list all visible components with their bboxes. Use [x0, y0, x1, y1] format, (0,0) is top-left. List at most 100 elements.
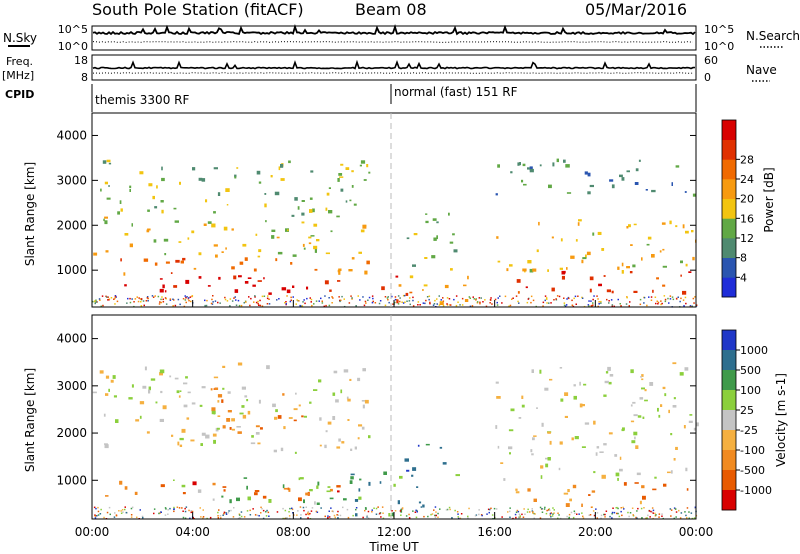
- heatmap-cell: [223, 226, 228, 231]
- heatmap-cell: [308, 513, 310, 516]
- heatmap-cell: [95, 301, 98, 303]
- heatmap-cell: [467, 517, 469, 519]
- heatmap-cell: [189, 296, 192, 298]
- heatmap-cell: [239, 517, 241, 519]
- heatmap-cell: [177, 441, 180, 446]
- heatmap-cell: [153, 239, 157, 243]
- heatmap-cell: [619, 468, 623, 472]
- heatmap-cell: [573, 384, 576, 387]
- colorbar-swatch: [722, 277, 736, 298]
- heatmap-cell: [481, 514, 483, 517]
- heatmap-cell: [364, 507, 367, 509]
- heatmap-cell: [472, 296, 474, 298]
- heatmap-cell: [525, 286, 528, 289]
- heatmap-cell: [329, 497, 334, 500]
- heatmap-cell: [155, 401, 158, 404]
- heatmap-cell: [267, 511, 270, 514]
- heatmap-cell: [533, 435, 537, 437]
- heatmap-cell: [301, 415, 304, 418]
- heatmap-cell: [473, 298, 475, 300]
- heatmap-cell: [547, 509, 550, 511]
- heatmap-cell: [644, 389, 647, 392]
- heatmap-cell: [424, 257, 428, 259]
- heatmap-cell: [621, 177, 625, 181]
- heatmap-cell: [646, 304, 648, 307]
- heatmap-cell: [480, 297, 482, 299]
- heatmap-cell: [226, 418, 231, 422]
- heatmap-cell: [124, 284, 127, 287]
- heatmap-cell: [297, 206, 300, 210]
- heatmap-cell: [321, 300, 323, 302]
- heatmap-cell: [182, 298, 185, 300]
- heatmap-cell: [416, 511, 418, 513]
- heatmap-cell: [606, 298, 608, 301]
- heatmap-cell: [401, 301, 403, 303]
- power-scale-tick: 24: [740, 173, 754, 186]
- heatmap-cell: [468, 507, 470, 510]
- heatmap-cell: [301, 221, 305, 224]
- heatmap-cell: [618, 515, 621, 518]
- heatmap-cell: [342, 506, 344, 509]
- heatmap-cell: [446, 304, 449, 306]
- heatmap-cell: [422, 302, 425, 304]
- heatmap-cell: [116, 300, 119, 303]
- heatmap-cell: [392, 303, 394, 305]
- heatmap-cell: [397, 303, 400, 305]
- heatmap-cell: [603, 513, 605, 516]
- heatmap-cell: [599, 451, 604, 453]
- heatmap-cell: [237, 362, 243, 366]
- heatmap-cell: [559, 441, 563, 445]
- heatmap-cell: [289, 507, 291, 510]
- heatmap-cell: [510, 171, 513, 174]
- heatmap-cell: [563, 492, 569, 495]
- heatmap-cell: [224, 298, 227, 301]
- heatmap-cell: [217, 415, 221, 417]
- heatmap-cell: [642, 495, 646, 500]
- heatmap-cell: [266, 365, 270, 370]
- heatmap-cell: [519, 162, 521, 166]
- heatmap-cell: [263, 295, 266, 297]
- heatmap-cell: [587, 191, 591, 195]
- heatmap-cell: [664, 393, 667, 397]
- heatmap-cell: [527, 508, 529, 511]
- heatmap-cell: [345, 200, 348, 203]
- heatmap-cell: [176, 390, 180, 394]
- heatmap-cell: [217, 301, 219, 304]
- heatmap-cell: [240, 304, 243, 307]
- heatmap-cell: [673, 458, 676, 461]
- heatmap-cell: [518, 513, 521, 516]
- heatmap-cell: [205, 304, 208, 307]
- heatmap-cell: [217, 515, 219, 517]
- heatmap-cell: [579, 403, 583, 408]
- heatmap-cell: [440, 299, 442, 301]
- heatmap-cell: [532, 268, 537, 272]
- heatmap-cell: [615, 472, 620, 477]
- heatmap-cell: [93, 506, 96, 509]
- heatmap-cell: [97, 510, 100, 513]
- colorbar-swatch: [722, 120, 736, 140]
- heatmap-cell: [278, 166, 281, 171]
- heatmap-cell: [662, 265, 667, 268]
- heatmap-cell: [436, 221, 439, 224]
- heatmap-cell: [97, 506, 99, 509]
- heatmap-cell: [633, 223, 637, 226]
- beam-label: Beam 08: [355, 0, 427, 19]
- heatmap-cell: [252, 508, 254, 510]
- heatmap-cell: [442, 462, 447, 465]
- heatmap-cell: [692, 297, 695, 300]
- heatmap-cell: [433, 303, 436, 305]
- heatmap-cell: [109, 513, 111, 516]
- heatmap-cell: [690, 512, 693, 514]
- heatmap-cell: [164, 297, 167, 299]
- heatmap-cell: [367, 510, 370, 513]
- heatmap-cell: [371, 511, 373, 513]
- heatmap-cell: [668, 302, 670, 304]
- heatmap-cell: [586, 251, 591, 256]
- heatmap-cell: [396, 299, 399, 304]
- heatmap-cell: [347, 398, 351, 402]
- heatmap-cell: [115, 514, 118, 516]
- heatmap-cell: [134, 298, 137, 300]
- heatmap-cell: [591, 506, 593, 508]
- heatmap-cell: [455, 295, 458, 297]
- heatmap-cell: [460, 513, 463, 515]
